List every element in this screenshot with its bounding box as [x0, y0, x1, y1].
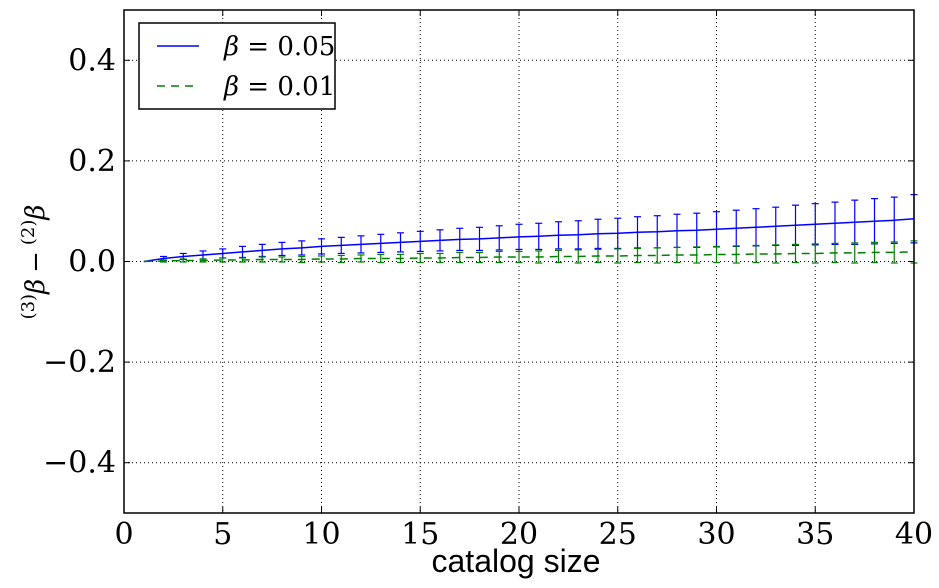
- y-tick-label: −0.4: [43, 446, 116, 481]
- series-line: [143, 251, 915, 263]
- legend-box: [138, 22, 336, 110]
- x-axis-title: catalog size: [432, 543, 601, 579]
- legend: β = 0.05 β = 0.01: [138, 22, 336, 110]
- y-tick-label: 0.0: [68, 245, 116, 280]
- series-beta-001: [143, 240, 918, 264]
- x-tick-label: 35: [796, 517, 834, 552]
- y-axis-sup-b: (2): [18, 220, 39, 246]
- x-tick-label: 30: [697, 517, 735, 552]
- y-axis-sup-a: (3): [18, 294, 39, 320]
- legend-label-beta-005: β = 0.05: [223, 32, 335, 62]
- y-axis-title: (3)β−(2)β: [18, 205, 51, 320]
- x-tick-label: 10: [302, 517, 340, 552]
- ticks: [123, 10, 915, 513]
- y-tick-label: 0.4: [68, 43, 116, 78]
- x-tick-label: 5: [213, 517, 232, 552]
- tick-labels: 0 5 10 15 20 25 30 35 40 −0.4 −0.2 0.0 0.2 0.4: [43, 43, 933, 552]
- y-tick-label: 0.2: [68, 144, 116, 179]
- legend-label-beta-001: β = 0.01: [223, 72, 335, 102]
- y-axis-base-b: β: [21, 205, 51, 221]
- x-tick-label: 15: [401, 517, 439, 552]
- y-tick-label: −0.2: [43, 345, 116, 380]
- x-tick-label: 0: [114, 517, 133, 552]
- y-axis-minus: −: [21, 251, 51, 273]
- series-line: [143, 217, 915, 263]
- x-tick-label: 20: [500, 517, 538, 552]
- series-layer: [143, 194, 918, 264]
- svg-text:(3)β−(2)β: (3)β−(2)β: [18, 205, 51, 320]
- y-axis-base-a: β: [21, 279, 51, 295]
- x-tick-label: 40: [895, 517, 933, 552]
- x-tick-label: 25: [599, 517, 637, 552]
